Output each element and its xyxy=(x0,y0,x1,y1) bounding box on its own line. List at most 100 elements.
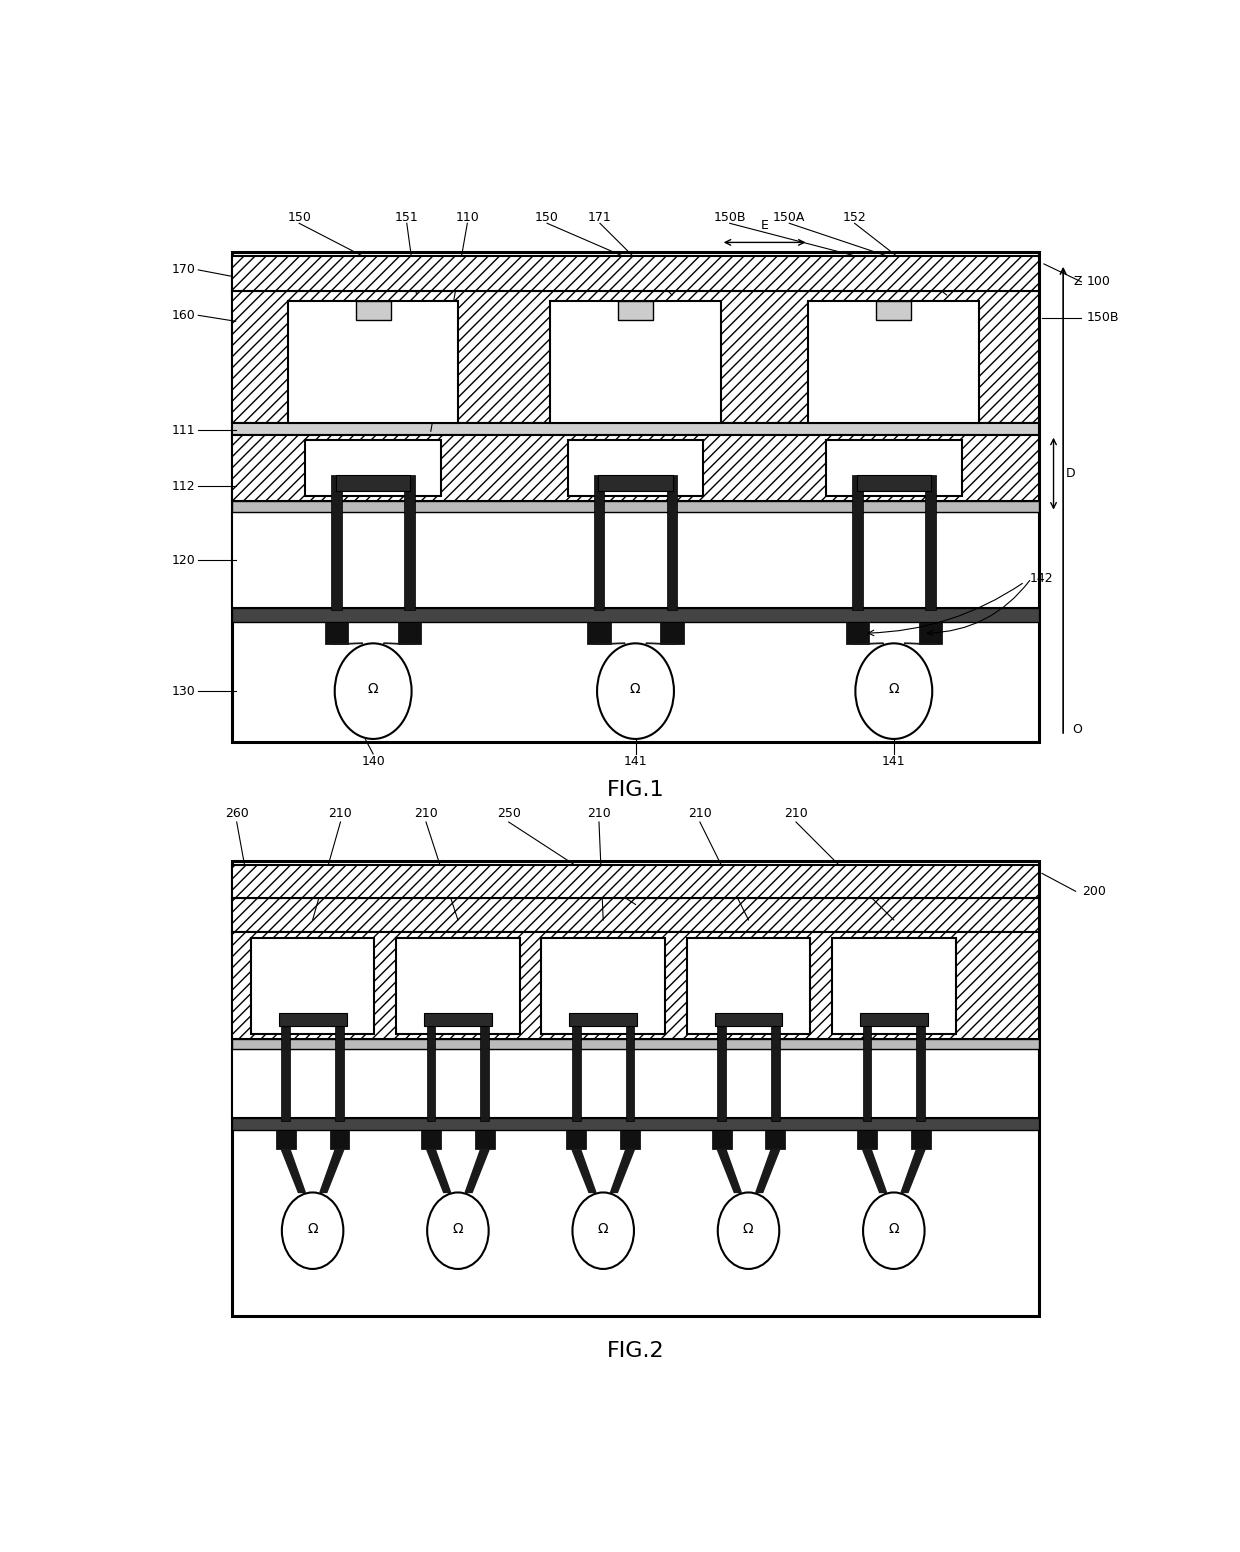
Bar xyxy=(567,1130,587,1150)
Bar xyxy=(572,1020,580,1121)
Text: O: O xyxy=(1073,723,1083,737)
Text: 142: 142 xyxy=(1029,571,1053,585)
Bar xyxy=(232,1040,1039,1049)
Text: $\Omega$: $\Omega$ xyxy=(451,1221,464,1235)
Text: 171: 171 xyxy=(588,211,611,223)
Bar xyxy=(232,1049,1039,1119)
Bar xyxy=(232,292,1039,422)
Bar xyxy=(551,301,720,422)
Text: 152: 152 xyxy=(843,211,867,223)
Text: 130: 130 xyxy=(171,684,196,698)
Text: 141: 141 xyxy=(882,754,905,768)
Bar xyxy=(232,251,1039,742)
Text: 120: 120 xyxy=(171,554,196,566)
Text: 150: 150 xyxy=(536,211,559,223)
Bar xyxy=(846,622,869,644)
Text: 210: 210 xyxy=(329,807,352,819)
Bar xyxy=(281,1020,290,1121)
Bar xyxy=(568,439,703,495)
Polygon shape xyxy=(717,1150,742,1192)
Bar xyxy=(325,622,348,644)
Bar xyxy=(232,256,1039,292)
Text: 151: 151 xyxy=(394,211,419,223)
Bar xyxy=(336,475,410,490)
Bar xyxy=(919,622,942,644)
Bar xyxy=(857,1130,877,1150)
Bar xyxy=(356,301,391,320)
Bar xyxy=(594,475,604,610)
Bar xyxy=(661,622,683,644)
Bar xyxy=(667,475,677,610)
Bar xyxy=(714,1013,782,1026)
Text: 111: 111 xyxy=(171,424,196,436)
Bar xyxy=(232,931,1039,1040)
Text: 110: 110 xyxy=(455,211,479,223)
Bar xyxy=(232,608,1039,622)
Polygon shape xyxy=(610,1150,635,1192)
Text: 100: 100 xyxy=(1087,275,1111,289)
Text: 170: 170 xyxy=(171,264,196,276)
Bar xyxy=(687,937,810,1034)
Bar xyxy=(480,1020,489,1121)
Bar xyxy=(398,622,422,644)
Text: $\Omega$: $\Omega$ xyxy=(888,1221,900,1235)
Bar xyxy=(832,937,956,1034)
Bar xyxy=(404,475,415,610)
Bar xyxy=(475,1130,495,1150)
Bar xyxy=(275,1130,295,1150)
Bar xyxy=(232,899,1039,931)
Text: D: D xyxy=(1066,467,1075,480)
Text: 250: 250 xyxy=(497,807,521,819)
Polygon shape xyxy=(465,1150,489,1192)
Bar xyxy=(863,1020,872,1121)
Bar xyxy=(598,475,673,490)
Text: FIG.2: FIG.2 xyxy=(606,1341,665,1361)
Text: 210: 210 xyxy=(784,807,808,819)
Bar xyxy=(857,475,931,490)
Text: $\Omega$: $\Omega$ xyxy=(888,681,900,695)
Text: 150A: 150A xyxy=(773,211,806,223)
Polygon shape xyxy=(901,1150,925,1192)
Bar xyxy=(232,422,1039,435)
Bar xyxy=(925,475,936,610)
Text: $\Omega$: $\Omega$ xyxy=(367,681,379,695)
Bar xyxy=(910,1130,931,1150)
Bar xyxy=(424,1013,492,1026)
Bar xyxy=(396,937,520,1034)
Bar xyxy=(852,475,863,610)
Polygon shape xyxy=(863,1150,887,1192)
Polygon shape xyxy=(320,1150,343,1192)
Bar xyxy=(542,937,665,1034)
Text: 160: 160 xyxy=(171,309,196,321)
Text: $\Omega$: $\Omega$ xyxy=(630,681,641,695)
Bar xyxy=(859,1013,928,1026)
Bar xyxy=(232,861,1039,1316)
Bar xyxy=(765,1130,785,1150)
Bar xyxy=(330,1130,350,1150)
Text: 150B: 150B xyxy=(1087,312,1120,324)
Bar xyxy=(250,937,374,1034)
Text: 210: 210 xyxy=(688,807,712,819)
Bar xyxy=(305,439,441,495)
Bar xyxy=(232,435,1039,501)
Polygon shape xyxy=(756,1150,780,1192)
Text: 112: 112 xyxy=(171,480,196,492)
Text: Z: Z xyxy=(1074,275,1081,289)
Text: FIG.1: FIG.1 xyxy=(606,779,665,799)
Bar xyxy=(916,1020,925,1121)
Bar xyxy=(331,475,342,610)
Text: 150B: 150B xyxy=(713,211,746,223)
Text: 150: 150 xyxy=(288,211,311,223)
Bar xyxy=(620,1130,640,1150)
Text: $\Omega$: $\Omega$ xyxy=(743,1221,755,1235)
Text: 210: 210 xyxy=(414,807,438,819)
Bar xyxy=(826,439,962,495)
Bar xyxy=(808,301,980,422)
Text: E: E xyxy=(760,219,769,233)
Bar xyxy=(335,1020,343,1121)
Bar xyxy=(569,1013,637,1026)
Bar xyxy=(626,1020,635,1121)
Polygon shape xyxy=(572,1150,596,1192)
Text: 140: 140 xyxy=(361,754,386,768)
Bar xyxy=(422,1130,441,1150)
